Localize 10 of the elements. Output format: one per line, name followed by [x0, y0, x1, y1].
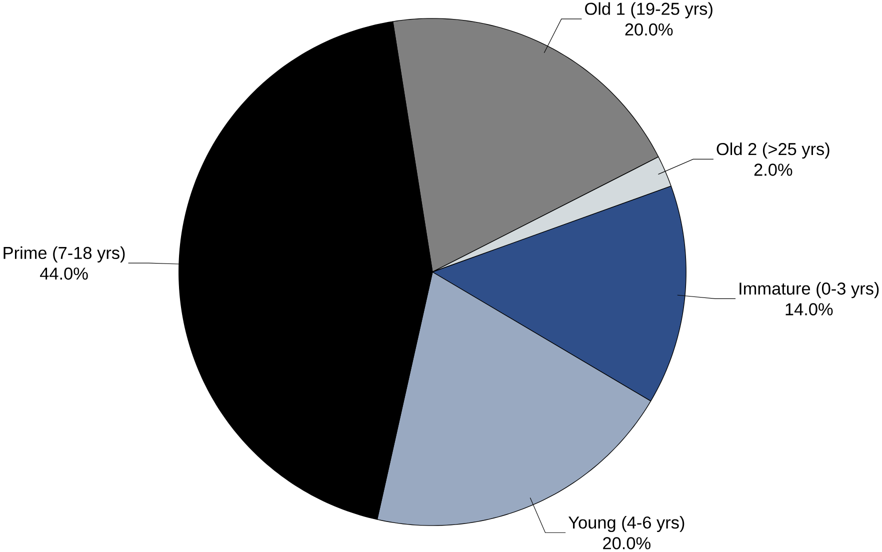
data-label: 20.0%	[625, 24, 673, 36]
data-label: 14.0%	[786, 303, 833, 316]
data-label: 44.0%	[40, 268, 88, 280]
data-label: 20.0%	[603, 537, 650, 550]
slice-label: Prime (7-18 yrs)	[4, 246, 125, 263]
slice-label: Old 2 (>25 yrs)	[716, 142, 830, 159]
slice-label: Immature (0-3 yrs)	[740, 282, 879, 298]
data-label: 2.0%	[754, 164, 792, 176]
slice-label: Young (4-6 yrs)	[568, 516, 684, 532]
slice-label: Old 1 (19-25 yrs)	[585, 2, 712, 19]
